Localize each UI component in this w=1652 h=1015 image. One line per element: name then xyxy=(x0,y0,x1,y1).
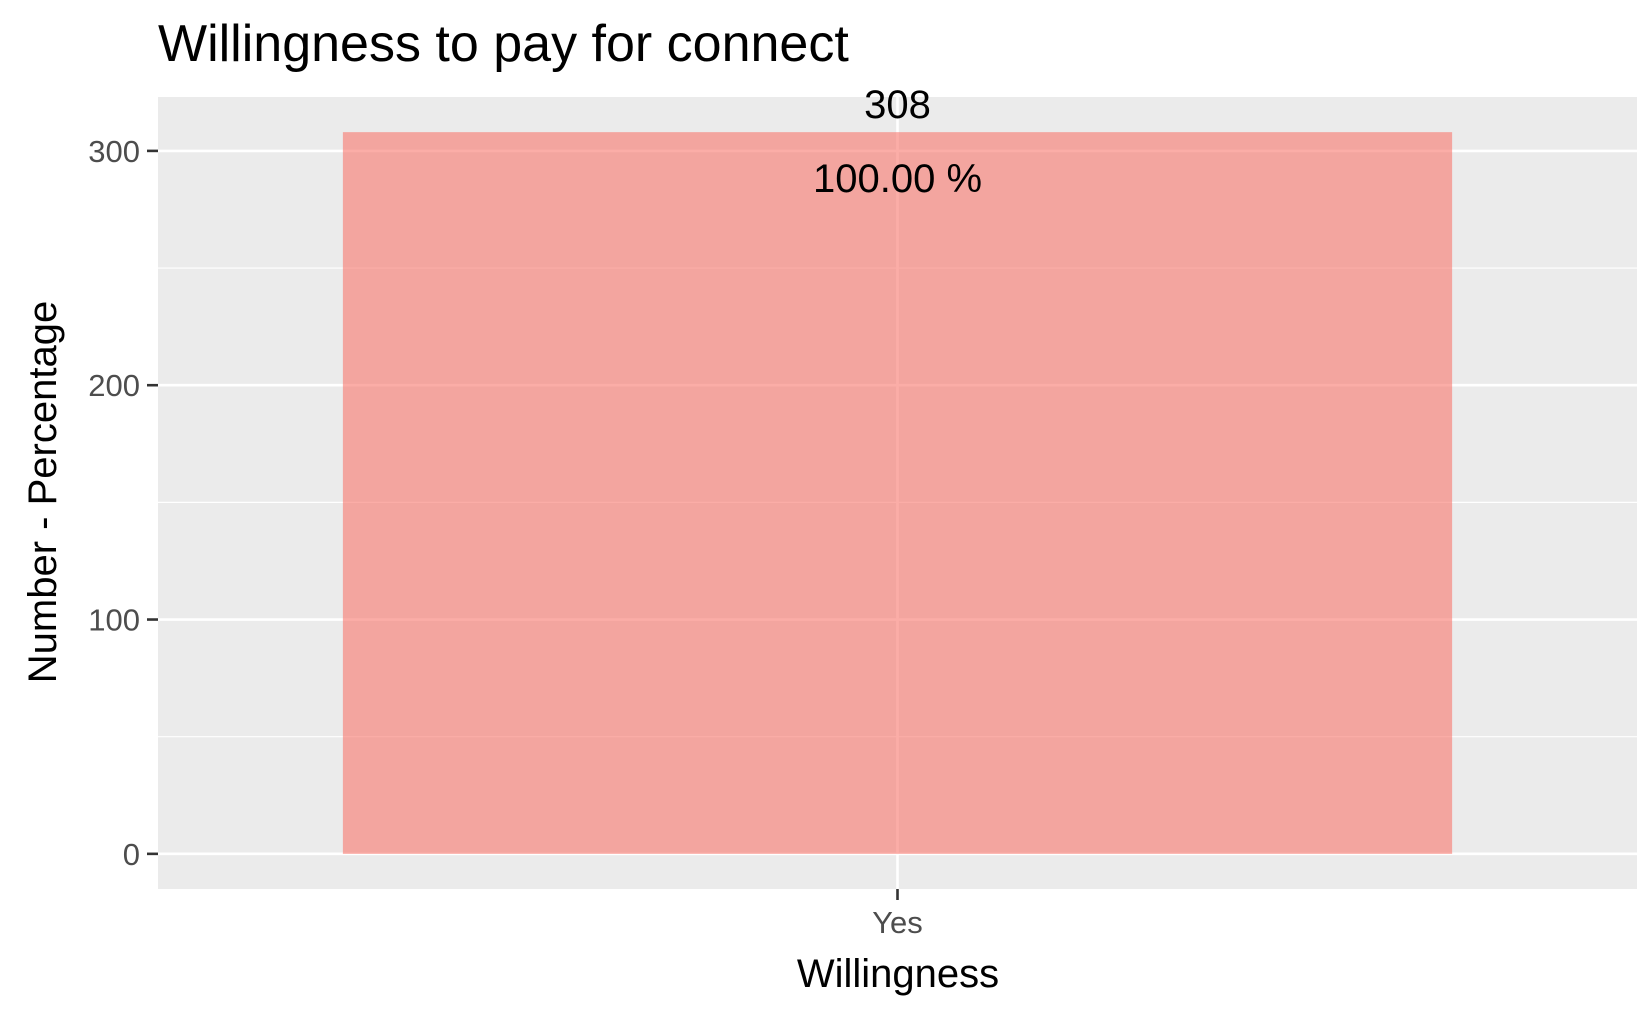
chart-title: Willingness to pay for connect xyxy=(158,15,849,73)
y-tick-label: 100 xyxy=(88,603,140,638)
y-tick-label: 200 xyxy=(88,368,140,403)
y-axis: 0 100 200 300 xyxy=(88,134,158,872)
y-tick-label: 300 xyxy=(88,134,140,169)
data-labels: 308 100.00 % xyxy=(813,83,982,201)
x-tick-label: Yes xyxy=(872,905,923,940)
x-axis-title: Willingness xyxy=(797,952,999,996)
bar-yes xyxy=(342,132,1453,854)
value-label: 308 xyxy=(864,83,931,127)
bar-group xyxy=(342,132,1453,854)
x-axis: Yes xyxy=(872,889,923,940)
percent-label: 100.00 % xyxy=(813,157,982,201)
y-axis-title: Number - Percentage xyxy=(21,301,65,683)
y-tick-label: 0 xyxy=(123,837,140,872)
